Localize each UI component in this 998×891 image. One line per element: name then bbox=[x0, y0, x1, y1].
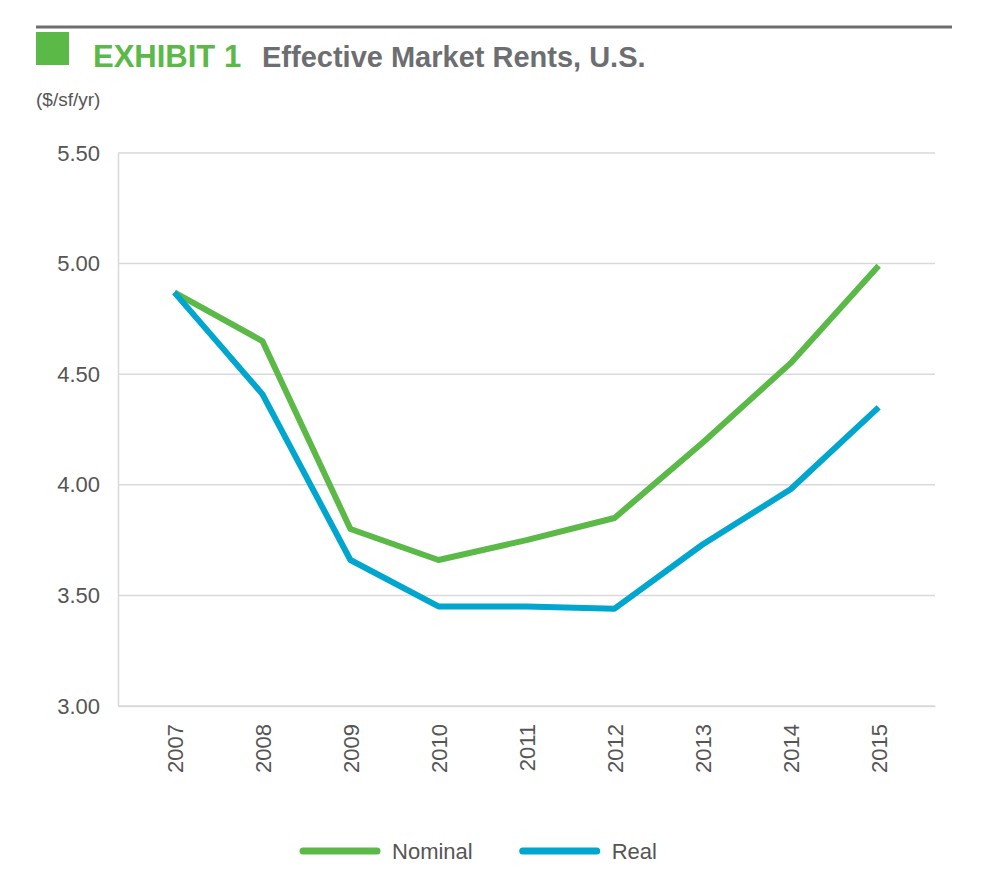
x-tick-label: 2015 bbox=[867, 724, 892, 773]
x-tick: 2010 bbox=[427, 706, 452, 773]
header-square bbox=[36, 32, 69, 65]
legend-label: Real bbox=[612, 839, 657, 864]
legend-swatch bbox=[523, 848, 597, 855]
y-axis-line bbox=[118, 154, 120, 707]
legend-label: Nominal bbox=[392, 839, 473, 864]
x-tick: 2013 bbox=[691, 706, 716, 773]
x-tick-label: 2012 bbox=[603, 724, 628, 773]
grid-line bbox=[118, 263, 935, 265]
series-line bbox=[174, 266, 878, 560]
x-tick: 2009 bbox=[339, 706, 364, 773]
chart: EXHIBIT 1 Effective Market Rents, U.S. ($/… bbox=[0, 0, 998, 891]
x-tick: 2011 bbox=[515, 706, 540, 771]
x-tick: 2008 bbox=[251, 706, 276, 773]
grid bbox=[118, 153, 935, 706]
y-tick: 4.50 bbox=[57, 362, 118, 387]
y-tick: 3.50 bbox=[57, 583, 118, 608]
x-tick: 2014 bbox=[779, 706, 804, 773]
x-tick: 2015 bbox=[867, 706, 892, 773]
grid-line bbox=[118, 484, 935, 486]
x-tick-label: 2008 bbox=[251, 724, 276, 773]
x-axis: 2007 2008 2009 2010 2011 2012 2013 2014 2015 bbox=[119, 706, 936, 773]
y-tick-label: 5.50 bbox=[57, 141, 100, 166]
legend: Nominal Real bbox=[303, 839, 657, 864]
grid-line bbox=[118, 152, 935, 154]
x-tick-label: 2014 bbox=[779, 724, 804, 773]
exhibit-label: EXHIBIT 1 bbox=[93, 39, 241, 74]
x-tick: 2012 bbox=[603, 706, 628, 773]
legend-swatch bbox=[303, 848, 377, 855]
y-tick-label: 4.50 bbox=[57, 362, 100, 387]
y-axis-title: ($/sf/yr) bbox=[36, 89, 100, 110]
y-tick: 4.00 bbox=[57, 472, 118, 497]
x-tick-label: 2007 bbox=[163, 724, 188, 773]
grid-line bbox=[118, 705, 935, 707]
y-axis: 3.00 3.50 4.00 4.50 5.00 5.50 bbox=[57, 141, 118, 719]
plot-area bbox=[174, 266, 878, 609]
grid-line bbox=[118, 595, 935, 597]
title: Effective Market Rents, U.S. bbox=[262, 41, 646, 73]
y-tick-label: 4.00 bbox=[57, 472, 100, 497]
x-tick-label: 2010 bbox=[427, 724, 452, 773]
x-tick-label: 2011 bbox=[515, 724, 540, 771]
y-tick: 5.00 bbox=[57, 251, 118, 276]
x-tick-label: 2013 bbox=[691, 724, 716, 773]
y-tick-label: 5.00 bbox=[57, 251, 100, 276]
y-tick-label: 3.50 bbox=[57, 583, 100, 608]
legend-item: Real bbox=[523, 839, 657, 864]
y-tick-label: 3.00 bbox=[57, 694, 100, 719]
grid-line bbox=[118, 373, 935, 375]
series-line bbox=[174, 292, 878, 608]
header-rule bbox=[36, 26, 952, 29]
x-axis-line bbox=[119, 706, 936, 708]
x-tick: 2007 bbox=[163, 706, 188, 773]
y-tick: 5.50 bbox=[57, 141, 118, 166]
legend-item: Nominal bbox=[303, 839, 473, 864]
y-tick: 3.00 bbox=[57, 694, 118, 719]
x-tick-label: 2009 bbox=[339, 724, 364, 773]
